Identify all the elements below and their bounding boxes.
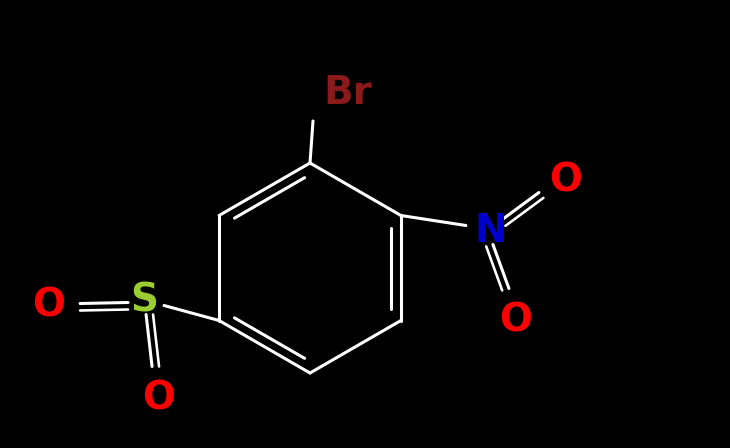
Text: S: S [130,281,158,319]
Text: O: O [550,161,583,199]
Text: Br: Br [323,74,372,112]
Text: O: O [33,287,66,324]
Text: O: O [142,379,176,418]
Text: O: O [499,302,532,340]
Text: N: N [474,211,507,250]
